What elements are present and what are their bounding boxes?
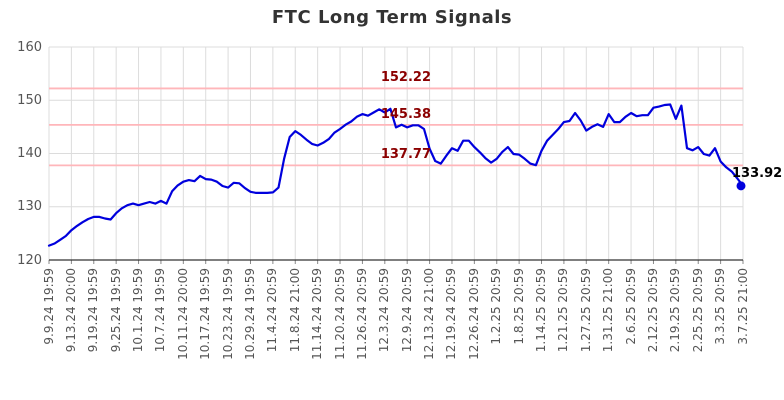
x-tick-label: 10.23.24 19:59 [220,268,235,360]
x-tick-label: 9.19.24 19:59 [86,268,101,353]
chart-title: FTC Long Term Signals [271,7,513,28]
x-tick-label: 1.14.25 20:59 [534,268,549,353]
signal-label: 137.77 [380,147,431,163]
x-tick-label: 1.2.25 20:59 [489,268,504,345]
last-value-label: 133.92 [732,165,783,181]
price-line [47,103,745,247]
x-tick-label: 10.1.24 19:59 [131,268,146,353]
x-tick-label: 9.25.24 19:59 [108,268,123,353]
x-tick-label: 10.17.24 19:59 [198,268,213,360]
x-tick-label: 12.19.24 20:59 [444,268,459,360]
y-tick-label: 160 [17,39,42,55]
x-tick-label: 2.19.25 20:59 [668,268,683,353]
x-tick-label: 12.9.24 20:59 [399,268,414,353]
x-tick-label: 3.3.25 20:59 [713,268,728,345]
x-tick-label: 11.4.24 20:59 [265,268,280,353]
x-tick-label: 10.29.24 19:59 [242,268,257,360]
x-tick-label: 1.31.25 21:00 [601,268,616,353]
x-tick-label: 2.25.25 20:59 [690,268,705,353]
x-tick-label: 11.8.24 21:00 [287,268,302,353]
x-tick-label: 12.3.24 20:59 [377,268,392,353]
y-tick-label: 150 [17,92,42,108]
signal-label: 145.38 [380,106,431,122]
x-tick-label: 2.12.25 20:59 [645,268,660,353]
x-tick-label: 1.8.25 20:59 [511,268,526,345]
y-tick-label: 140 [17,146,42,161]
x-tick-label: 10.7.24 19:59 [153,268,168,353]
x-tick-label: 12.26.24 20:59 [466,268,481,360]
x-tick-label: 11.26.24 20:59 [354,268,369,360]
x-tick-label: 1.21.25 20:59 [556,268,571,353]
x-tick-label: 10.11.24 20:00 [175,268,190,360]
x-tick-label: 9.9.24 19:59 [41,268,56,345]
x-tick-label: 3.7.25 21:00 [735,268,750,345]
x-tick-label: 9.13.24 20:00 [63,268,78,353]
last-point-marker [736,181,746,191]
x-tick-label: 2.6.25 20:59 [623,268,638,345]
x-tick-label: 11.14.24 20:59 [310,268,325,360]
signal-label: 152.22 [380,70,431,86]
y-tick-label: 130 [17,199,42,215]
x-tick-label: 12.13.24 21:00 [422,268,437,360]
x-tick-label: 1.27.25 20:59 [578,268,593,353]
y-tick-label: 120 [17,252,42,268]
x-tick-label: 11.20.24 20:59 [332,268,347,360]
